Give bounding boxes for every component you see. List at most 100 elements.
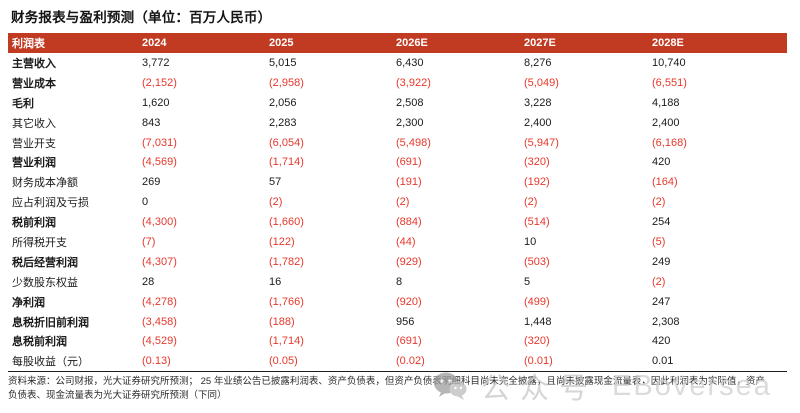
cell-value: (0.01) (524, 355, 553, 368)
cell-value: 2,508 (396, 96, 424, 109)
table-row: 每股收益（元） (0.13) (0.05) (0.02) (0.01) 0.01 (8, 351, 787, 371)
cell-value: (5,049) (524, 76, 559, 89)
column-header-2024: 2024 (142, 37, 167, 49)
column-header-2025: 2025 (269, 37, 294, 49)
income-statement-table: 利润表 2024 2025 2026E 2027E 2028E 主营收入 3,77… (8, 33, 787, 373)
cell-value: (192) (524, 176, 550, 189)
cell-value: (514) (524, 216, 550, 229)
column-header-2028e: 2028E (652, 37, 684, 49)
cell-value: (884) (396, 216, 422, 229)
cell-value: (122) (269, 235, 295, 248)
table-row: 所得税开支 (7) (122) (44) 10 (5) (8, 232, 787, 252)
cell-value: (5,498) (396, 136, 431, 149)
cell-value: (1,714) (269, 335, 304, 348)
source-note: 资料来源：公司财报，光大证券研究所预测； 25 年业绩公告已披露利润表、资产负债… (8, 375, 792, 403)
cell-value: (1,766) (269, 295, 304, 308)
table-row: 营业开支 (7,031) (6,054) (5,498) (5,947) (6,168) (8, 133, 787, 153)
cell-value: (188) (269, 315, 295, 328)
cell-value: 956 (396, 315, 415, 328)
cell-value: 2,400 (524, 116, 552, 129)
table-row: 毛利 1,620 2,056 2,508 3,228 4,188 (8, 93, 787, 113)
row-label: 财务成本净额 (12, 177, 78, 190)
cell-value: (5,947) (524, 136, 559, 149)
table-body: 主营收入 3,772 5,015 6,430 8,276 10,740 营业成本 (2,152… (8, 53, 787, 373)
cell-value: 3,228 (524, 96, 552, 109)
cell-value: (7,031) (142, 136, 177, 149)
cell-value: 2,308 (652, 315, 680, 328)
row-label: 每股收益（元） (12, 356, 89, 369)
source-note-line1: 资料来源：公司财报，光大证券研究所预测； 25 年业绩公告已披露利润表、资产负债… (8, 376, 765, 387)
source-note-line2: 负债表、现金流量表为光大证券研究所预测（下同） (8, 390, 227, 401)
cell-value: 16 (269, 275, 282, 288)
cell-value: (0.02) (396, 355, 425, 368)
cell-value: (920) (396, 295, 422, 308)
column-header-2026e: 2026E (396, 37, 428, 49)
cell-value: (4,307) (142, 255, 177, 268)
cell-value: 843 (142, 116, 161, 129)
cell-value: 6,430 (396, 56, 424, 69)
cell-value: (499) (524, 295, 550, 308)
cell-value: 2,400 (652, 116, 680, 129)
cell-value: (503) (524, 255, 550, 268)
cell-value: (4,300) (142, 216, 177, 229)
cell-value: (929) (396, 255, 422, 268)
table-row: 息税折旧前利润 (3,458) (188) 956 1,448 2,308 (8, 312, 787, 332)
cell-value: (3,458) (142, 315, 177, 328)
row-label: 所得税开支 (12, 236, 67, 249)
cell-value: (4,278) (142, 295, 177, 308)
cell-value: (691) (396, 156, 422, 169)
cell-value: (2) (524, 196, 538, 209)
table-row: 少数股东权益 28 16 8 5 (2) (8, 272, 787, 292)
cell-value: (320) (524, 335, 550, 348)
row-label: 主营收入 (12, 57, 56, 70)
cell-value: (1,714) (269, 156, 304, 169)
table-header-row: 利润表 2024 2025 2026E 2027E 2028E (8, 33, 787, 53)
cell-value: 420 (652, 156, 671, 169)
table-row: 息税前利润 (4,529) (1,714) (691) (320) 420 (8, 331, 787, 351)
cell-value: 2,056 (269, 96, 297, 109)
table-row: 税后经营利润 (4,307) (1,782) (929) (503) 249 (8, 252, 787, 272)
cell-value: (44) (396, 235, 416, 248)
cell-value: (164) (652, 176, 678, 189)
cell-value: (1,660) (269, 216, 304, 229)
cell-value: (320) (524, 156, 550, 169)
cell-value: (0.05) (269, 355, 298, 368)
cell-value: 28 (142, 275, 155, 288)
cell-value: (4,529) (142, 335, 177, 348)
cell-value: (2) (652, 196, 666, 209)
table-row: 主营收入 3,772 5,015 6,430 8,276 10,740 (8, 53, 787, 73)
cell-value: 10,740 (652, 56, 686, 69)
cell-value: 57 (269, 176, 282, 189)
cell-value: 249 (652, 255, 671, 268)
row-label: 税前利润 (12, 217, 56, 230)
cell-value: (2) (652, 275, 666, 288)
row-label: 税后经营利润 (12, 256, 78, 269)
column-header-income-statement: 利润表 (12, 38, 45, 50)
table-row: 营业成本 (2,152) (2,958) (3,922) (5,049) (6,551) (8, 73, 787, 93)
cell-value: (191) (396, 176, 422, 189)
cell-value: (2) (269, 196, 283, 209)
cell-value: 8,276 (524, 56, 552, 69)
cell-value: (691) (396, 335, 422, 348)
cell-value: (7) (142, 235, 156, 248)
cell-value: (3,922) (396, 76, 431, 89)
cell-value: (0.13) (142, 355, 171, 368)
row-label: 少数股东权益 (12, 276, 78, 289)
cell-value: 0 (142, 196, 149, 209)
table-row: 营业利润 (4,569) (1,714) (691) (320) 420 (8, 152, 787, 172)
cell-value: (5) (652, 235, 666, 248)
table-row: 净利润 (4,278) (1,766) (920) (499) 247 (8, 292, 787, 312)
cell-value: 254 (652, 216, 671, 229)
row-label: 营业开支 (12, 137, 56, 150)
cell-value: 5 (524, 275, 531, 288)
row-label: 营业利润 (12, 157, 56, 170)
cell-value: 420 (652, 335, 671, 348)
cell-value: 8 (396, 275, 403, 288)
page-title: 财务报表与盈利预测（单位：百万人民币） (11, 10, 272, 25)
cell-value: (4,569) (142, 156, 177, 169)
cell-value: (6,551) (652, 76, 687, 89)
row-label: 营业成本 (12, 77, 56, 90)
row-label: 其它收入 (12, 117, 56, 130)
cell-value: (1,782) (269, 255, 304, 268)
table-row: 应占利润及亏损 0 (2) (2) (2) (2) (8, 192, 787, 212)
